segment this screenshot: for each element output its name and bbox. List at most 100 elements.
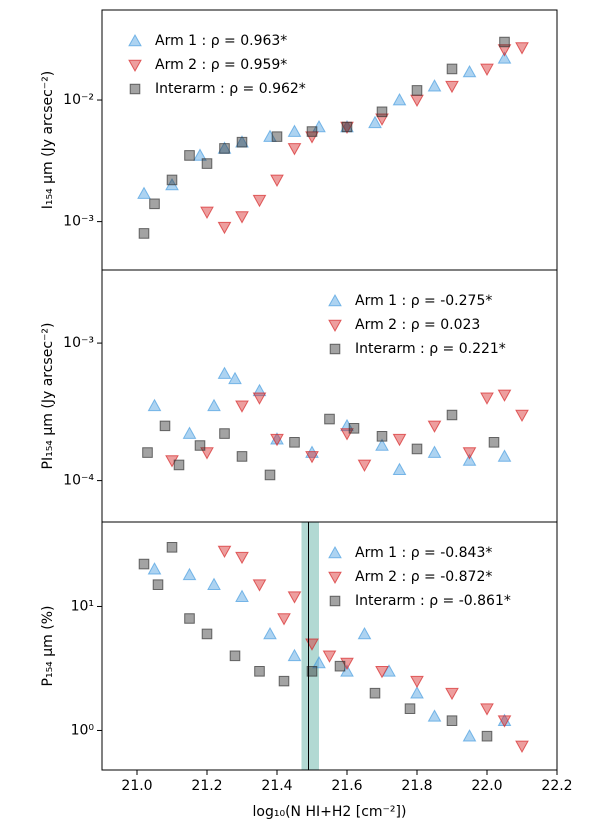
legend-marker xyxy=(328,545,342,559)
plot-frame xyxy=(101,9,558,271)
point xyxy=(287,648,302,662)
legend-label: Arm 2 : ρ = 0.023 xyxy=(355,317,480,333)
point xyxy=(462,447,477,460)
x-tick-label: 21.8 xyxy=(401,778,432,794)
point xyxy=(166,542,178,553)
point xyxy=(173,459,185,471)
point xyxy=(515,42,529,55)
plot-frame xyxy=(101,521,558,771)
point xyxy=(392,433,407,447)
point xyxy=(263,129,277,142)
legend-label: Arm 1 : ρ = 0.963* xyxy=(155,33,287,49)
point xyxy=(138,558,150,570)
point xyxy=(462,64,477,78)
x-tick-label: 21.6 xyxy=(331,778,362,794)
point xyxy=(147,562,162,575)
point xyxy=(219,428,230,439)
y-tick-label: 10⁻⁴ xyxy=(63,473,94,489)
point xyxy=(278,675,290,687)
point xyxy=(499,36,510,48)
point xyxy=(229,650,241,662)
point xyxy=(480,63,494,77)
legend-marker xyxy=(328,571,342,585)
point xyxy=(341,121,353,133)
legend-label: Interarm : ρ = -0.861* xyxy=(355,593,511,609)
point xyxy=(193,148,207,161)
y-tick-label: 10⁻³ xyxy=(63,214,94,230)
point xyxy=(446,63,458,75)
legend-label: Arm 1 : ρ = -0.275* xyxy=(355,293,492,309)
legend-marker xyxy=(129,83,141,95)
point xyxy=(165,455,179,468)
x-tick-label: 21.2 xyxy=(191,778,222,794)
point xyxy=(334,660,346,672)
point xyxy=(375,438,389,451)
point xyxy=(515,740,529,753)
point xyxy=(217,366,232,379)
point xyxy=(271,131,283,142)
point xyxy=(497,51,512,64)
point xyxy=(149,198,160,210)
point xyxy=(201,628,213,640)
point xyxy=(200,206,214,220)
x-tick-label: 22.0 xyxy=(471,778,502,794)
point xyxy=(228,371,242,385)
point xyxy=(201,158,213,169)
point xyxy=(306,126,318,137)
point xyxy=(515,409,529,423)
y-tick-label: 10⁰ xyxy=(71,722,95,738)
point xyxy=(254,666,265,677)
point xyxy=(376,430,388,442)
point xyxy=(392,92,407,106)
point xyxy=(166,174,178,186)
point xyxy=(217,545,232,559)
point xyxy=(289,436,300,448)
point xyxy=(306,666,318,677)
point xyxy=(236,136,248,148)
legend-label: Arm 2 : ρ = 0.959* xyxy=(155,57,287,73)
point xyxy=(287,143,302,156)
point xyxy=(392,462,407,476)
point xyxy=(235,589,249,602)
point xyxy=(235,211,249,224)
point xyxy=(207,577,221,590)
point xyxy=(184,613,195,624)
point xyxy=(357,626,372,640)
point xyxy=(369,687,381,699)
point xyxy=(462,729,477,742)
point xyxy=(410,686,424,699)
point xyxy=(446,409,458,421)
point xyxy=(427,79,442,92)
point xyxy=(445,80,459,94)
point xyxy=(376,106,388,118)
point xyxy=(264,469,276,481)
point xyxy=(497,44,512,57)
point xyxy=(368,115,382,129)
y-tick-label: 10¹ xyxy=(71,598,94,614)
point xyxy=(480,703,494,716)
point xyxy=(404,703,416,714)
point xyxy=(235,551,249,565)
point xyxy=(305,451,319,464)
point xyxy=(147,398,162,412)
point xyxy=(324,413,335,425)
point xyxy=(217,221,232,235)
point xyxy=(263,626,277,640)
point xyxy=(410,94,424,108)
point xyxy=(322,650,337,663)
point xyxy=(137,186,151,199)
y-axis-label: P₁₅₄ μm (%) xyxy=(40,606,56,687)
legend-marker xyxy=(329,343,341,355)
point xyxy=(480,392,494,405)
point xyxy=(497,713,512,726)
point xyxy=(252,392,267,405)
point xyxy=(287,124,302,137)
point xyxy=(497,389,512,402)
point xyxy=(497,715,512,728)
point xyxy=(252,579,267,592)
legend-label: Arm 1 : ρ = -0.843* xyxy=(355,545,492,561)
point xyxy=(142,447,153,458)
legend-label: Interarm : ρ = 0.962* xyxy=(155,81,306,97)
point xyxy=(270,432,284,445)
point xyxy=(305,131,319,144)
